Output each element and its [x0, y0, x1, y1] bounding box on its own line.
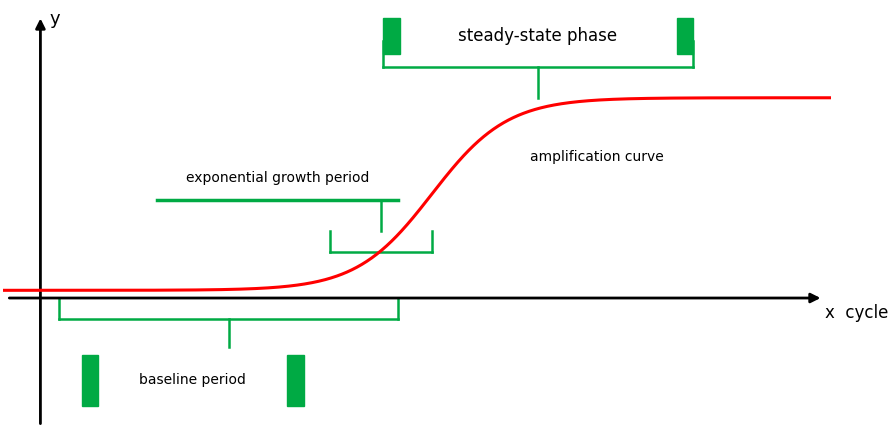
Bar — [383, 18, 400, 54]
Text: x  cycle: x cycle — [825, 305, 888, 322]
Text: y: y — [49, 11, 60, 28]
Bar — [287, 354, 304, 406]
Text: exponential growth period: exponential growth period — [186, 171, 369, 185]
Text: amplification curve: amplification curve — [530, 150, 664, 164]
Bar — [82, 354, 98, 406]
Text: steady-state phase: steady-state phase — [458, 27, 617, 45]
Text: baseline period: baseline period — [139, 373, 246, 387]
Bar — [676, 18, 693, 54]
Bar — [82, 354, 304, 406]
